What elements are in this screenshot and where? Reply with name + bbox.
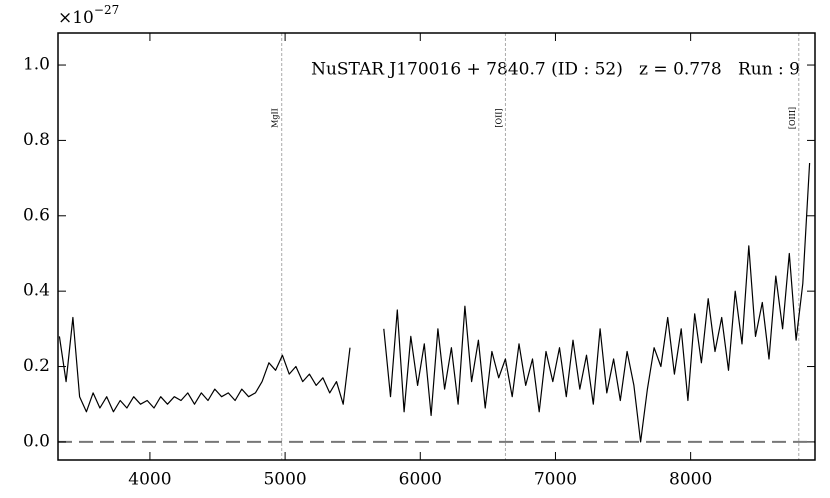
y-tick-label: 0.2 xyxy=(23,356,50,376)
y-multiplier-base: ×10 xyxy=(58,8,94,28)
x-tick-label: 5000 xyxy=(263,470,306,490)
chart-title: NuSTAR J170016 + 7840.7 (ID : 52) z = 0.… xyxy=(311,60,800,80)
x-tick-label: 8000 xyxy=(669,470,712,490)
y-tick-label: 1.0 xyxy=(23,55,50,75)
y-tick-label: 0.4 xyxy=(23,281,50,301)
spectrum-line xyxy=(58,162,811,443)
emission-label: [OIII] xyxy=(788,107,797,129)
emission-label: [OII] xyxy=(494,108,503,127)
plot-frame xyxy=(57,32,816,461)
y-multiplier: ×10−27 xyxy=(58,3,119,28)
x-tick-label: 6000 xyxy=(399,470,442,490)
y-tick-label: 0.6 xyxy=(23,205,50,225)
emission-label: MgII xyxy=(271,108,280,128)
x-tick-label: 7000 xyxy=(534,470,577,490)
y-tick-label: 0.8 xyxy=(23,130,50,150)
x-tick-label: 4000 xyxy=(128,470,171,490)
y-multiplier-exponent: −27 xyxy=(94,3,119,17)
y-tick-label: 0.0 xyxy=(23,431,50,451)
